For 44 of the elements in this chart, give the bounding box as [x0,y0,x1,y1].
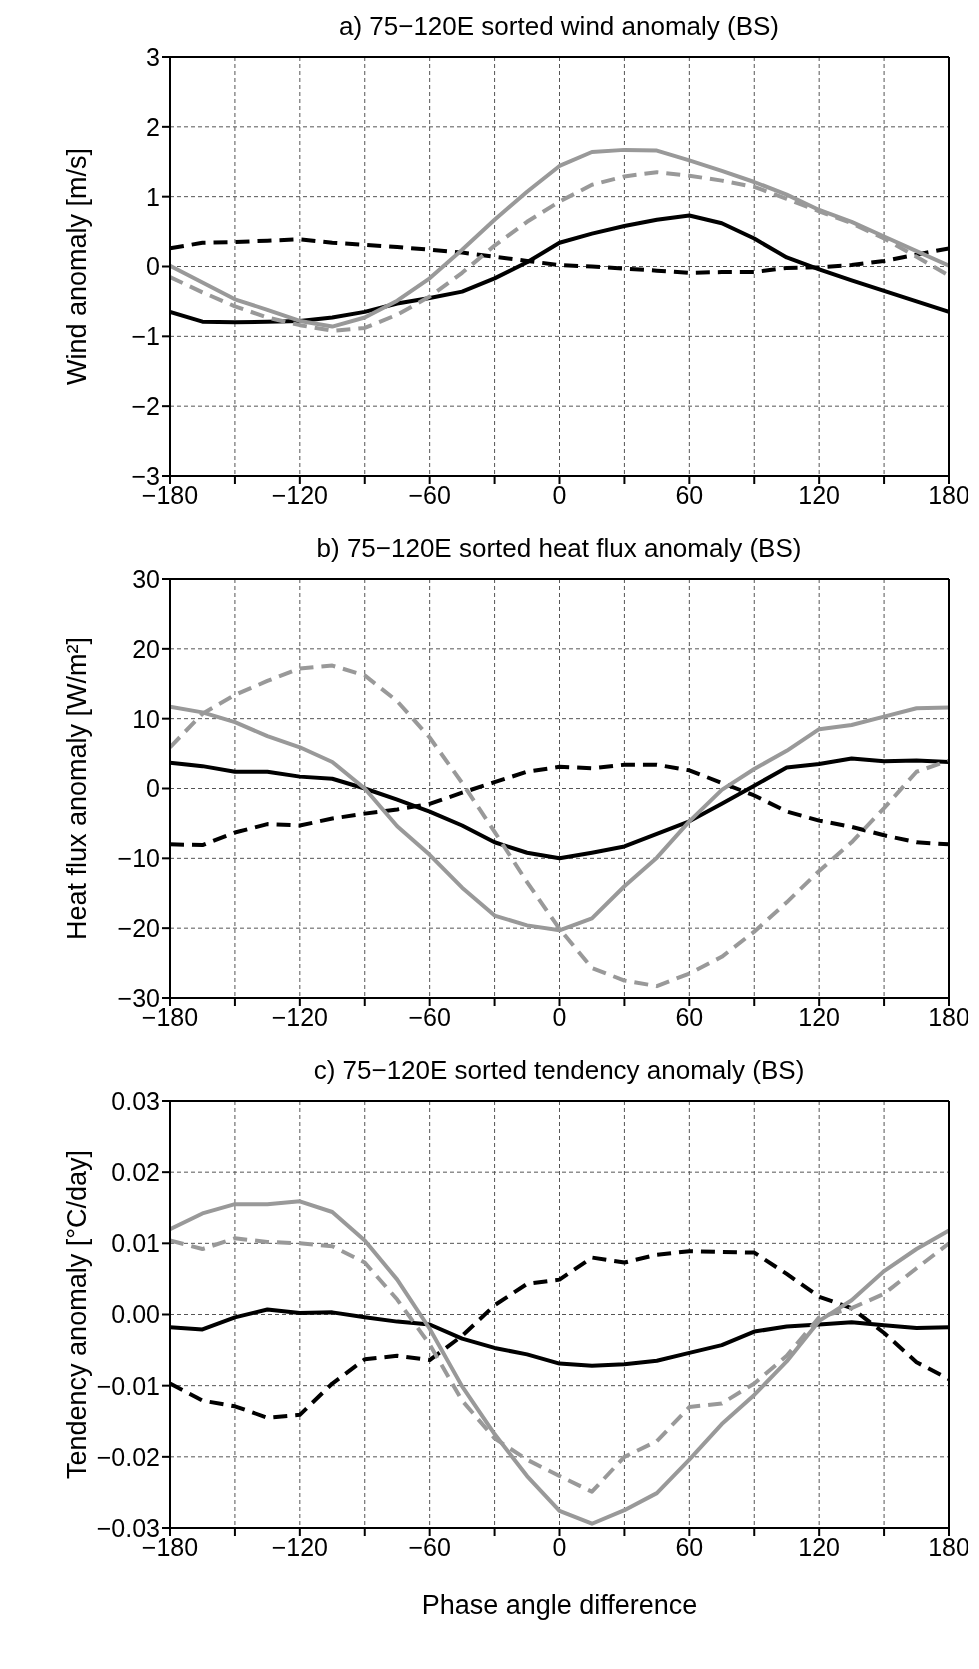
x-tick-label: 60 [675,480,704,509]
y-tick-label: 20 [132,634,160,663]
x-tick-label: −120 [271,480,328,509]
x-tick-label: 120 [798,1002,841,1031]
x-tick-label: 0 [552,1002,567,1031]
y-tick-label: −20 [117,914,160,943]
chart-title: c) 75−120E sorted tendency anomaly (BS) [312,1054,806,1087]
chart-title: b) 75−120E sorted heat flux anomaly (BS) [315,532,803,565]
y-tick-label: 0.03 [111,1086,160,1115]
y-tick-label: 30 [132,564,160,593]
y-tick-label: 10 [132,704,160,733]
y-tick-label: −1 [131,322,160,351]
x-tick-label: 120 [798,1532,841,1561]
y-tick-label: −0.02 [96,1442,160,1471]
x-tick-label: 60 [675,1532,704,1561]
y-tick-label: 0 [146,252,160,281]
x-tick-label: 0 [552,480,567,509]
y-tick-label: 0.01 [111,1229,160,1258]
chart-title: a) 75−120E sorted wind anomaly (BS) [337,10,781,43]
y-tick-label: −0.01 [96,1371,160,1400]
y-tick-label: 0 [146,774,160,803]
x-tick-label: 180 [928,480,970,509]
y-tick-label: 0.00 [111,1300,160,1329]
x-axis-title: Phase angle difference [421,1590,698,1620]
x-tick-label: 180 [928,1002,970,1031]
y-axis-title: Heat flux anomaly [W/m²] [61,636,92,941]
x-tick-label: 60 [675,1002,704,1031]
x-tick-label: −120 [271,1532,328,1561]
x-tick-label: −60 [408,480,451,509]
y-tick-label: −2 [131,392,160,421]
y-tick-label: 0.02 [111,1158,160,1187]
x-tick-label: −60 [408,1002,451,1031]
x-tick-label: 180 [928,1532,970,1561]
y-tick-label: 2 [146,112,160,141]
y-tick-label: 3 [146,42,160,71]
x-tick-label: −120 [271,1002,328,1031]
x-tick-label: 120 [798,480,841,509]
x-tick-label: −60 [408,1532,451,1561]
y-tick-label: 1 [146,182,160,211]
line-series [170,663,949,989]
y-tick-label: −10 [117,844,160,873]
x-tick-label: 0 [552,1532,567,1561]
y-axis-title: Tendency anomaly [°C/day] [61,1150,92,1479]
y-axis-title: Wind anomaly [m/s] [61,147,92,386]
